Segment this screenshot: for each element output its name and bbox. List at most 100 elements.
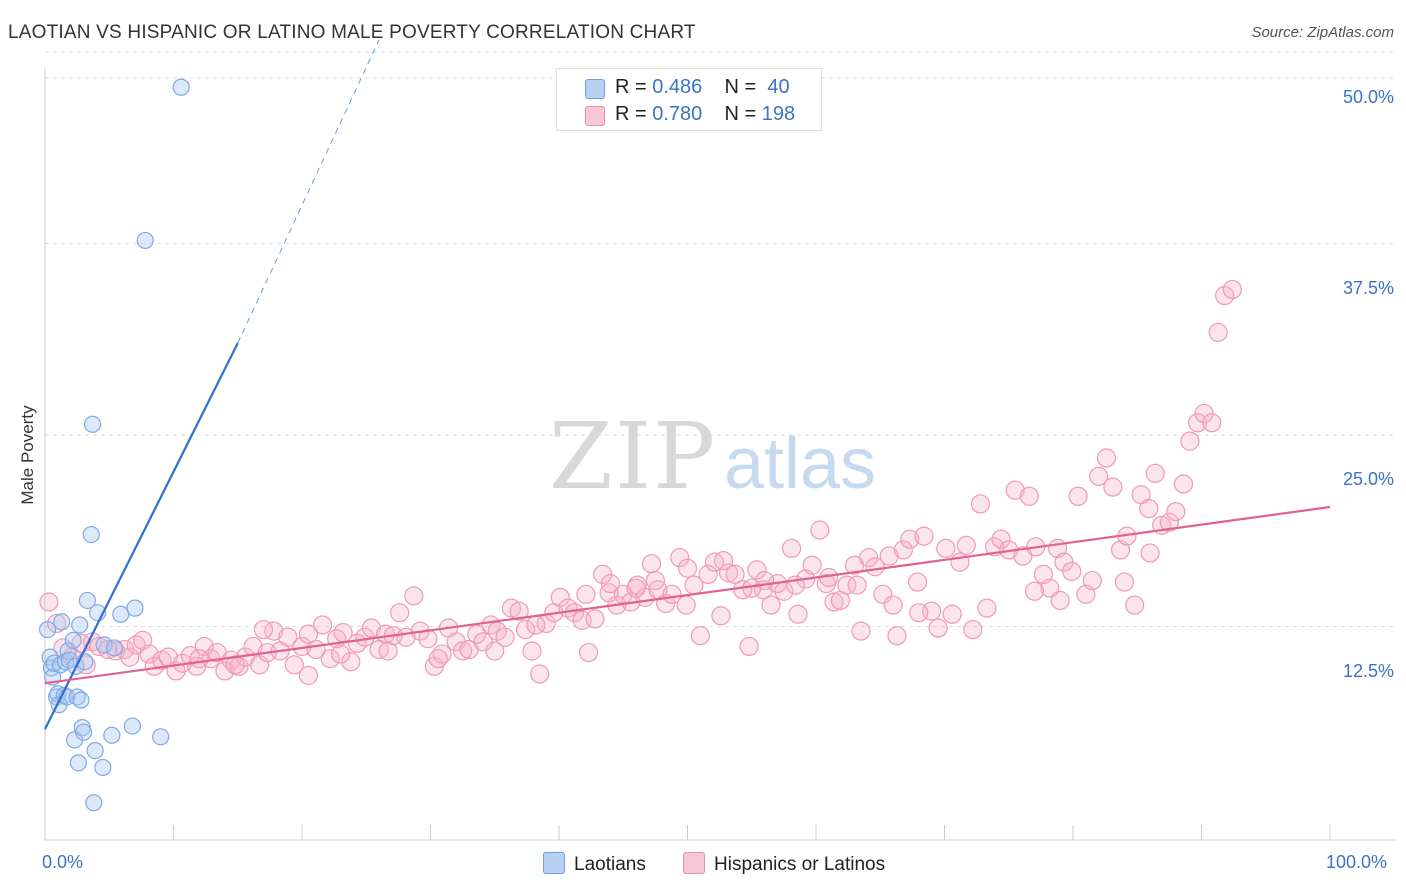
point-hispanics-or-latinos xyxy=(1139,498,1159,519)
point-hispanics-or-latinos xyxy=(1096,448,1117,468)
point-hispanics-or-latinos xyxy=(46,613,67,634)
point-hispanics-or-latinos xyxy=(578,642,599,663)
point-hispanics-or-latinos xyxy=(1125,595,1145,615)
point-hispanics-or-latinos xyxy=(956,535,976,555)
point-hispanics-or-latinos xyxy=(1215,285,1235,306)
point-laotians xyxy=(136,231,154,250)
point-hispanics-or-latinos xyxy=(361,618,381,638)
point-hispanics-or-latinos xyxy=(879,546,899,566)
point-hispanics-or-latinos xyxy=(330,644,351,664)
point-laotians xyxy=(64,631,82,649)
point-hispanics-or-latinos xyxy=(249,655,270,675)
point-hispanics-or-latinos xyxy=(453,641,473,661)
point-laotians xyxy=(74,723,93,741)
point-hispanics-or-latinos xyxy=(676,595,696,615)
legend-n-label: N = xyxy=(724,76,762,98)
point-laotians xyxy=(82,525,100,544)
point-hispanics-or-latinos xyxy=(501,598,522,618)
point-hispanics-or-latinos xyxy=(907,572,928,592)
point-hispanics-or-latinos xyxy=(1068,486,1088,506)
point-hispanics-or-latinos xyxy=(936,538,956,558)
bottom-legend-label-hispanics: Hispanics or Latinos xyxy=(714,854,886,875)
point-hispanics-or-latinos xyxy=(485,641,505,661)
point-laotians xyxy=(103,726,121,744)
point-hispanics-or-latinos xyxy=(495,627,515,647)
bottom-legend-hispanics: Hispanics or Latinos xyxy=(683,852,885,876)
point-hispanics-or-latinos xyxy=(284,655,304,675)
point-hispanics-or-latinos xyxy=(225,655,245,675)
point-hispanics-or-latinos xyxy=(713,551,734,571)
point-hispanics-or-latinos xyxy=(1114,572,1135,592)
point-hispanics-or-latinos xyxy=(739,636,759,657)
point-hispanics-or-latinos xyxy=(977,598,997,618)
point-hispanics-or-latinos xyxy=(1082,570,1102,591)
point-hispanics-or-latinos xyxy=(887,626,907,646)
point-laotians xyxy=(85,794,103,812)
point-hispanics-or-latinos xyxy=(390,603,410,623)
point-hispanics-or-latinos xyxy=(1180,431,1200,451)
point-hispanics-or-latinos xyxy=(1062,561,1082,581)
point-hispanics-or-latinos xyxy=(526,615,546,635)
point-hispanics-or-latinos xyxy=(550,587,570,607)
y-tick-label-12-5: 12.5% xyxy=(1342,661,1394,681)
legend-swatch-hispanics xyxy=(585,106,605,126)
point-hispanics-or-latinos xyxy=(509,601,529,621)
legend-r-label: R = xyxy=(615,76,653,98)
point-hispanics-or-latinos xyxy=(677,558,698,578)
point-hispanics-or-latinos xyxy=(1019,486,1039,506)
axes xyxy=(44,68,1395,841)
bottom-legend-label-laotians: Laotians xyxy=(574,854,646,875)
point-hispanics-or-latinos xyxy=(428,649,448,669)
point-hispanics-or-latinos xyxy=(719,563,739,583)
point-hispanics-or-latinos xyxy=(522,641,542,661)
point-hispanics-or-latinos xyxy=(278,627,298,647)
point-laotians xyxy=(105,639,123,657)
point-laotians xyxy=(53,613,71,631)
point-hispanics-or-latinos xyxy=(690,626,710,646)
legend: R = 0.486 N = 40 R = 0.780 N = 198 xyxy=(556,68,822,131)
point-hispanics-or-latinos xyxy=(626,578,646,598)
watermark-atlas: atlas xyxy=(724,424,876,504)
trendline-laotians-extension xyxy=(237,39,380,344)
y-tick-label-50: 50.0% xyxy=(1342,87,1394,107)
watermark-zip: ZIP xyxy=(549,403,717,510)
point-hispanics-or-latinos xyxy=(942,604,962,624)
point-hispanics-or-latinos xyxy=(1005,480,1025,500)
y-tick-label-25: 25.0% xyxy=(1342,469,1394,489)
point-hispanics-or-latinos xyxy=(645,570,665,591)
point-hispanics-or-latinos xyxy=(600,574,621,594)
point-hispanics-or-latinos xyxy=(928,618,948,638)
point-hispanics-or-latinos xyxy=(851,621,871,641)
bottom-legend-swatch-hispanics xyxy=(683,852,705,874)
point-hispanics-or-latinos xyxy=(698,564,718,585)
point-laotians xyxy=(112,605,130,623)
point-hispanics-or-latinos xyxy=(909,603,929,623)
point-hispanics-or-latinos xyxy=(467,624,487,644)
legend-swatch-laotians xyxy=(585,79,605,99)
series-laotians xyxy=(38,78,190,812)
point-hispanics-or-latinos xyxy=(120,647,140,667)
point-hispanics-or-latinos xyxy=(641,554,662,574)
point-hispanics-or-latinos xyxy=(1089,466,1109,486)
point-hispanics-or-latinos xyxy=(914,526,934,546)
point-hispanics-or-latinos xyxy=(1159,512,1179,532)
point-laotians xyxy=(38,620,57,639)
point-hispanics-or-latinos xyxy=(670,547,690,568)
legend-r-value-hispanics: 0.780 xyxy=(652,103,703,125)
x-tick-label-max: 100.0% xyxy=(1326,852,1388,872)
point-hispanics-or-latinos xyxy=(761,595,781,615)
series-hispanics-or-latinos xyxy=(39,279,1242,686)
point-laotians xyxy=(152,728,170,746)
legend-r-label: R = xyxy=(615,103,653,125)
point-laotians xyxy=(78,591,97,610)
point-hispanics-or-latinos xyxy=(970,494,991,514)
point-laotians xyxy=(94,758,112,777)
point-hispanics-or-latinos xyxy=(1103,477,1123,497)
point-hispanics-or-latinos xyxy=(900,529,920,549)
watermark: ZIP atlas xyxy=(549,403,876,510)
bottom-legend-swatch-laotians xyxy=(543,852,565,874)
bottom-legend-laotians: Laotians xyxy=(543,852,646,876)
point-hispanics-or-latinos xyxy=(1145,463,1165,483)
point-hispanics-or-latinos xyxy=(530,664,550,684)
